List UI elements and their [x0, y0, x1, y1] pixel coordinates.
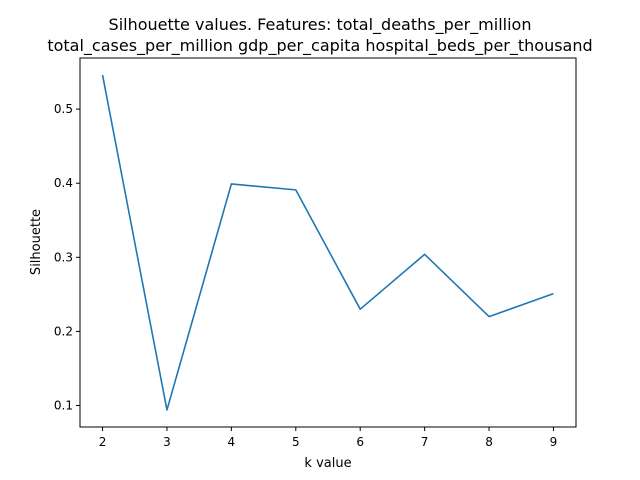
x-tick-label: 7 [421, 435, 429, 449]
x-axis-ticks: 2 3 4 5 6 7 8 9 [99, 427, 558, 449]
x-tick-label: 4 [228, 435, 236, 449]
x-tick-label: 9 [550, 435, 558, 449]
y-tick-label: 0.4 [54, 176, 73, 190]
y-tick-label: 0.2 [54, 324, 73, 338]
x-tick-label: 2 [99, 435, 107, 449]
y-axis-ticks: 0.1 0.2 0.3 0.4 0.5 [54, 102, 80, 413]
y-tick-label: 0.3 [54, 250, 73, 264]
x-tick-label: 3 [163, 435, 171, 449]
x-axis-label: k value [304, 456, 351, 471]
chart-title-line-2: total_cases_per_million gdp_per_capita h… [47, 36, 592, 56]
x-tick-label: 6 [356, 435, 364, 449]
y-tick-label: 0.1 [54, 399, 73, 413]
y-tick-label: 0.5 [54, 102, 73, 116]
x-tick-label: 5 [292, 435, 300, 449]
x-tick-label: 8 [485, 435, 493, 449]
y-axis-label: Silhouette [29, 209, 44, 275]
series-layer [101, 74, 554, 411]
chart-title-line-1: Silhouette values. Features: total_death… [109, 15, 532, 35]
series-line-0 [101, 74, 554, 411]
plot-area-frame [79, 57, 577, 428]
